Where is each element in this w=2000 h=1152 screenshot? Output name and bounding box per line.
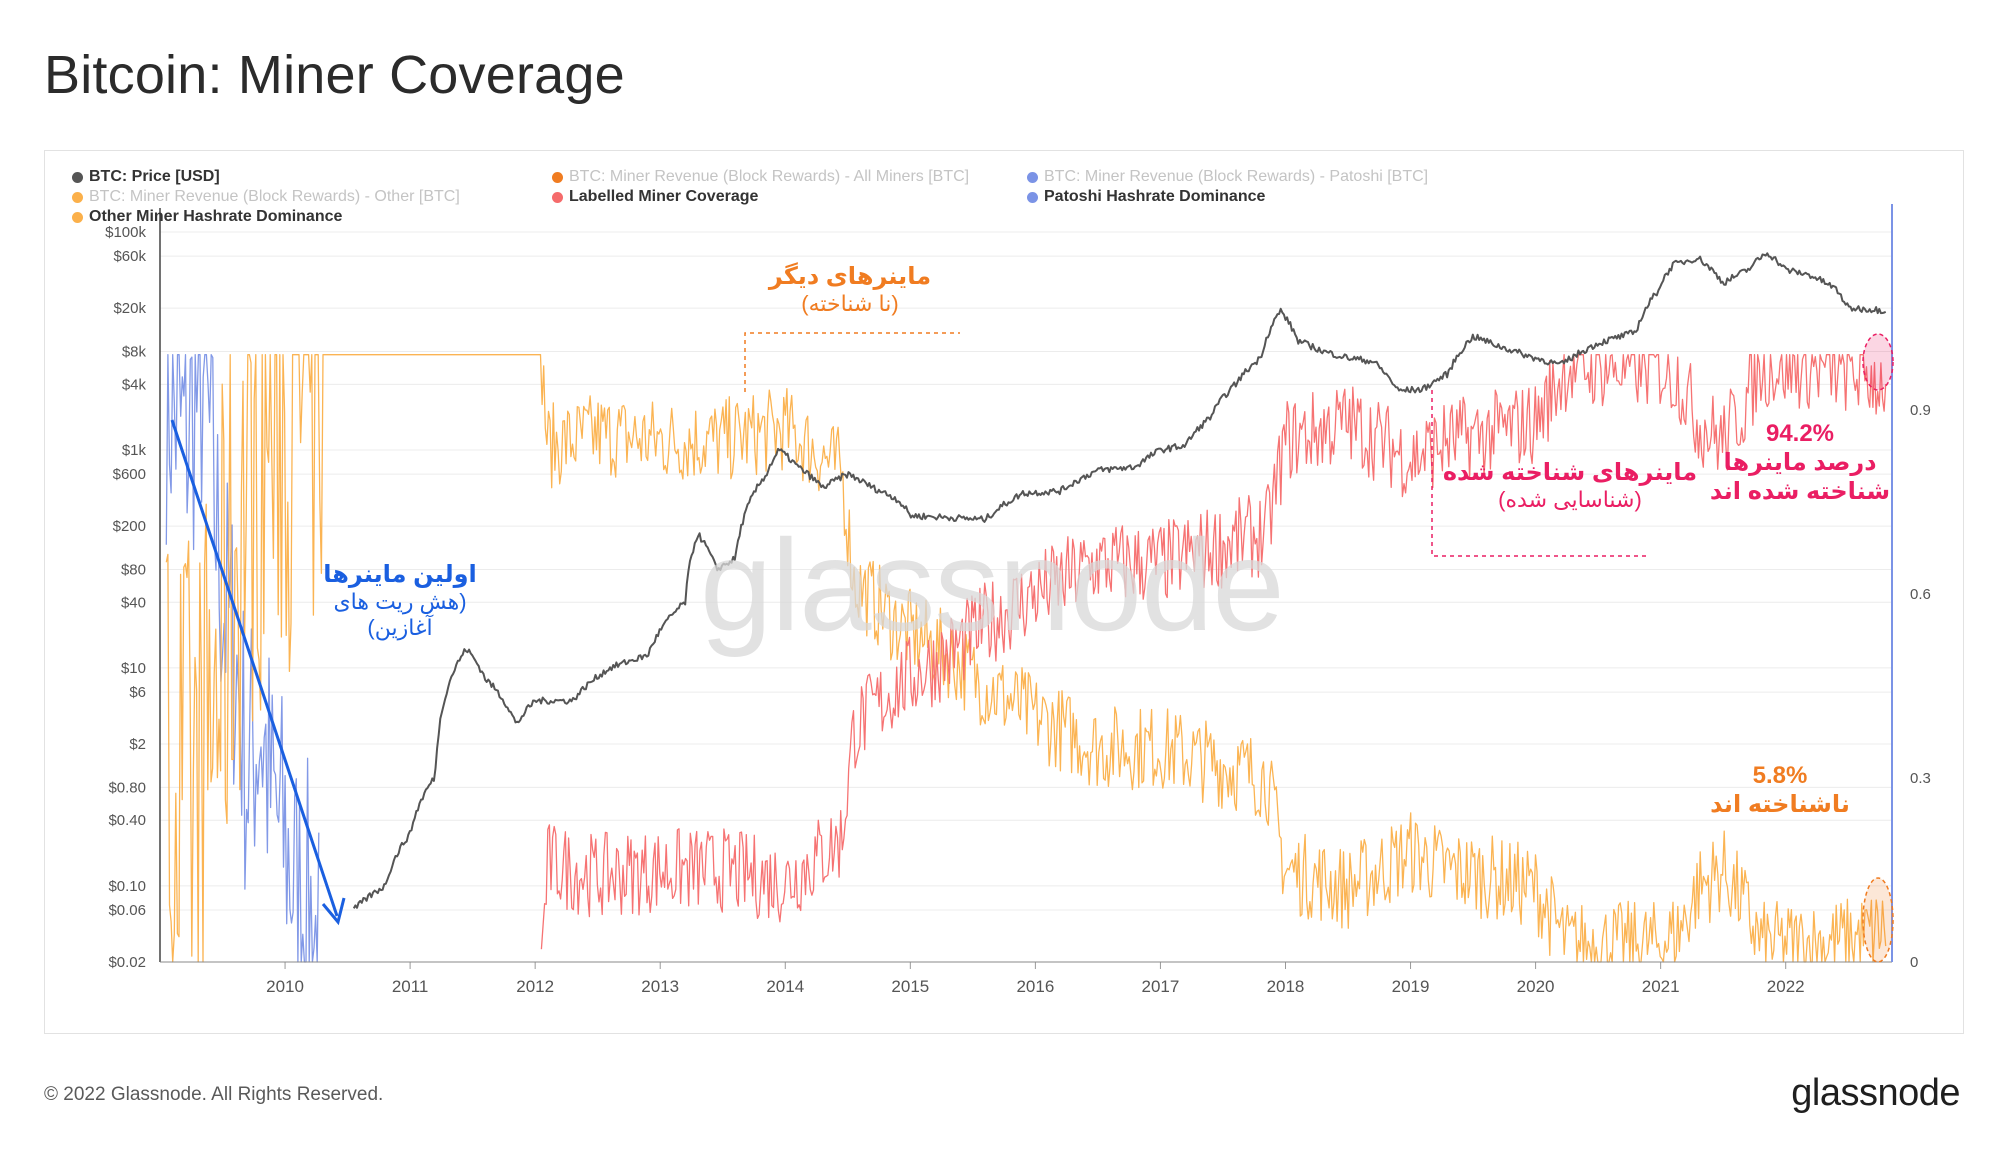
guide-other-miners <box>744 332 960 392</box>
arrow-head-early-miners <box>321 897 346 926</box>
legend-dot-icon <box>552 171 563 183</box>
legend-dot-icon <box>1027 191 1038 203</box>
footer-logo[interactable]: glassnode <box>1791 1072 1960 1114</box>
x-tick-label: 2013 <box>641 977 679 996</box>
x-tick-label: 2020 <box>1517 977 1555 996</box>
x-tick-label: 2012 <box>516 977 554 996</box>
arrow-early-miners <box>170 419 339 917</box>
legend-item[interactable]: BTC: Miner Revenue (Block Rewards) - All… <box>552 168 969 186</box>
y-left-tick-label: $2 <box>129 736 146 753</box>
page-title: Bitcoin: Miner Coverage <box>44 45 625 105</box>
x-tick-label: 2010 <box>266 977 304 996</box>
y-right-tick-label: 0.9 <box>1910 402 1931 419</box>
x-tick-label: 2018 <box>1267 977 1305 996</box>
annot-other-miners: ماینرهای دیگر (نا شناخته) <box>740 262 960 317</box>
legend-label: BTC: Miner Revenue (Block Rewards) - All… <box>569 168 970 185</box>
y-left-tick-label: $100k <box>105 224 146 241</box>
annot-early-miners-title: اولین ماینرها <box>323 561 477 588</box>
legend-item[interactable]: BTC: Price [USD] <box>72 168 220 186</box>
legend-item[interactable]: Patoshi Hashrate Dominance <box>1027 188 1265 206</box>
y-right-tick-label: 0 <box>1910 954 1918 971</box>
legend-label: BTC: Miner Revenue (Block Rewards) - Oth… <box>89 188 460 205</box>
annot-labelled-pct: 94.2% درصد ماینرها شناخته شده اند <box>1690 420 1910 506</box>
annot-other-miners-title: ماینرهای دیگر <box>768 263 932 290</box>
legend-item[interactable]: BTC: Miner Revenue (Block Rewards) - Oth… <box>72 188 460 206</box>
x-tick-label: 2022 <box>1767 977 1805 996</box>
legend-item[interactable]: BTC: Miner Revenue (Block Rewards) - Pat… <box>1027 168 1428 186</box>
highlight-unknown-end <box>1862 877 1894 963</box>
y-left-tick-label: $0.40 <box>108 812 146 829</box>
y-left-tick-label: $10 <box>121 660 146 677</box>
annot-labelled: ماینرهای شناخته شده (شناسایی شده) <box>1420 458 1720 513</box>
y-left-tick-label: $0.10 <box>108 878 146 895</box>
series-patoshi-hashrate-dominance <box>165 354 320 963</box>
y-left-tick-label: $1k <box>122 442 147 459</box>
legend-label: Labelled Miner Coverage <box>569 188 759 205</box>
y-left-tick-label: $40 <box>121 594 146 611</box>
annot-labelled-pct-value: 94.2% <box>1765 420 1835 447</box>
x-tick-label: 2011 <box>392 977 429 996</box>
x-tick-label: 2016 <box>1016 977 1054 996</box>
y-left-tick-label: $600 <box>113 466 146 483</box>
x-tick-label: 2021 <box>1642 977 1680 996</box>
annot-labelled-pct-text1: درصد ماینرها <box>1723 449 1877 476</box>
series-btc-price-usd- <box>352 252 1887 909</box>
highlight-labelled-end <box>1862 333 1894 391</box>
y-left-tick-label: $0.06 <box>108 902 146 919</box>
legend-dot-icon <box>1027 171 1038 183</box>
y-right-tick-label: 0.6 <box>1910 586 1931 603</box>
x-tick-label: 2015 <box>891 977 929 996</box>
y-left-tick-label: $200 <box>113 518 146 535</box>
series-labelled-miner-coverage <box>540 354 1887 950</box>
legend-label: BTC: Price [USD] <box>89 168 220 185</box>
guides-layer <box>170 332 1894 963</box>
annot-labelled-title: ماینرهای شناخته شده <box>1442 459 1698 486</box>
annot-unknown-pct-value: 5.8% <box>1752 762 1808 789</box>
y-left-tick-label: $80 <box>121 561 146 578</box>
legend-item[interactable]: Other Miner Hashrate Dominance <box>72 208 342 226</box>
annot-early-miners: اولین ماینرها (هش ریت های آغازین) <box>290 560 510 641</box>
legend-label: Other Miner Hashrate Dominance <box>89 208 343 225</box>
x-tick-label: 2019 <box>1392 977 1430 996</box>
footer-copyright: © 2022 Glassnode. All Rights Reserved. <box>44 1084 384 1105</box>
axes-layer: $100k $60k $20k $8k $4k $1k $600 $200 $80 $40 $10 $… <box>105 204 1931 996</box>
y-left-tick-label: $0.80 <box>108 779 146 796</box>
legend-dot-icon <box>552 191 563 203</box>
annot-labelled-pct-text2: شناخته شده اند <box>1709 478 1891 505</box>
legend-dot-icon <box>72 171 83 183</box>
y-left-tick-label: $4k <box>122 376 147 393</box>
y-left-tick-label: $20k <box>113 300 146 317</box>
y-left-tick-label: $6 <box>129 684 146 701</box>
annot-early-miners-sub1: (هش ریت های <box>333 589 467 614</box>
legend-dot-icon <box>72 211 83 223</box>
annot-unknown-pct-text: ناشناخته اند <box>1710 791 1850 818</box>
chart-frame <box>44 150 1964 1034</box>
y-left-tick-label: $0.02 <box>108 954 146 971</box>
annot-other-miners-sub: (نا شناخته) <box>801 291 899 316</box>
series-other-miner-hashrate-dominance <box>165 354 1887 963</box>
annot-unknown-pct: 5.8% ناشناخته اند <box>1680 762 1880 819</box>
legend-item[interactable]: Labelled Miner Coverage <box>552 188 758 206</box>
annot-early-miners-sub2: آغازین) <box>367 615 433 640</box>
legend-dot-icon <box>72 191 83 203</box>
y-left-tick-label: $8k <box>122 344 147 361</box>
legend-label: Patoshi Hashrate Dominance <box>1044 188 1266 205</box>
annot-labelled-sub: (شناسایی شده) <box>1498 487 1642 512</box>
x-tick-label: 2014 <box>766 977 804 996</box>
y-left-tick-label: $60k <box>113 248 146 265</box>
legend-label: BTC: Miner Revenue (Block Rewards) - Pat… <box>1044 168 1429 185</box>
x-tick-label: 2017 <box>1142 977 1180 996</box>
y-right-tick-label: 0.3 <box>1910 770 1931 787</box>
